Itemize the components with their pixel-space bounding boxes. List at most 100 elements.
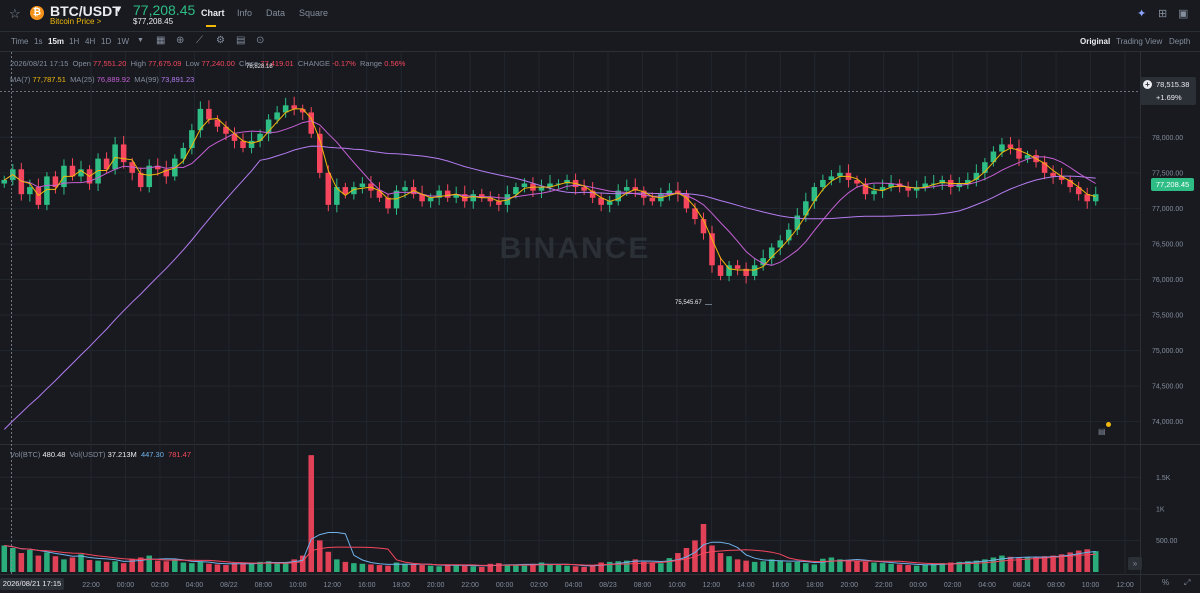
interval-15m[interactable]: 15m xyxy=(48,37,65,46)
time-axis-tick: 10:00 xyxy=(1082,582,1100,589)
legend-vol-usdt: 37.213M xyxy=(107,450,137,459)
grid-icon[interactable]: ⊞ xyxy=(1158,8,1168,20)
last-price: 77,208.45 xyxy=(133,2,196,18)
price-axis-tick: 74,500.00 xyxy=(1152,384,1183,391)
pair-name[interactable]: BTC/USDT xyxy=(50,3,121,19)
layout-icon[interactable]: ▣ xyxy=(1178,8,1189,20)
interval-1s[interactable]: 1s xyxy=(34,37,43,46)
volume-axis-tick: 500.00 xyxy=(1156,538,1178,545)
volume-legend: Vol(BTC) 480.48 Vol(USDT) 37.213M 447.30… xyxy=(10,450,192,459)
volume-bar xyxy=(649,562,656,572)
volume-bar xyxy=(248,563,255,572)
interval-1d[interactable]: 1D xyxy=(101,37,112,46)
add-icon[interactable]: ⊕ xyxy=(176,35,185,46)
template-icon[interactable]: ▤ xyxy=(236,35,246,46)
low-price-marker: 75,545.67 xyxy=(675,300,702,306)
volume-bar xyxy=(982,559,988,572)
candle-body xyxy=(965,179,971,184)
sparkle-icon[interactable]: ✦ xyxy=(1137,8,1147,20)
candle-body xyxy=(120,144,127,163)
time-axis-tick: 04:00 xyxy=(186,582,204,589)
time-axis-tick: 02:00 xyxy=(944,582,962,589)
pair-subtitle-link[interactable]: Bitcoin Price > xyxy=(50,17,102,26)
bitcoin-icon: ₿ xyxy=(30,6,44,20)
tab-data[interactable]: Data xyxy=(266,8,286,18)
volume-bar xyxy=(1016,558,1022,572)
interval-4h[interactable]: 4H xyxy=(85,37,96,46)
candle-body xyxy=(27,187,33,195)
star-icon[interactable]: ☆ xyxy=(9,6,21,21)
volume-bar xyxy=(436,566,442,572)
caret-down-icon[interactable]: ▼ xyxy=(114,4,123,14)
volume-bar xyxy=(334,559,340,572)
percent-toggle[interactable]: % xyxy=(1162,578,1170,587)
interval-1h[interactable]: 1H xyxy=(69,37,80,46)
candle-body xyxy=(982,162,988,173)
volume-bar xyxy=(862,561,869,572)
time-axis-tick: 00:00 xyxy=(117,582,135,589)
view-original[interactable]: Original xyxy=(1080,37,1111,46)
candle-body xyxy=(1007,144,1014,148)
volume-bar xyxy=(530,563,536,572)
candle-body xyxy=(274,112,280,120)
view-depth[interactable]: Depth xyxy=(1169,37,1191,46)
volume-bar xyxy=(103,561,110,572)
calendar-icon[interactable]: ▦ xyxy=(156,35,166,46)
candle-body xyxy=(632,187,639,191)
interval-1w[interactable]: 1W xyxy=(117,37,129,46)
volume-bar xyxy=(794,561,801,572)
legend-date: 2026/08/21 17:15 xyxy=(10,59,69,68)
volume-bar xyxy=(146,555,152,572)
candle-body xyxy=(146,165,152,188)
volume-bar xyxy=(803,563,809,572)
candle-body xyxy=(785,229,792,241)
watermark: BINANCE xyxy=(500,232,651,265)
volume-bar xyxy=(18,553,25,572)
settings-icon[interactable]: ⚙ xyxy=(216,35,225,46)
candle-body xyxy=(78,169,84,177)
candle-body xyxy=(359,183,366,188)
chevron-down-icon[interactable]: ▼ xyxy=(137,37,144,44)
time-axis-tick: 08/23 xyxy=(599,582,617,589)
top-bar: ☆ ₿ BTC/USDT ▼ Bitcoin Price > 77,208.45… xyxy=(0,0,1200,30)
candle-body xyxy=(973,172,980,180)
interval-time[interactable]: Time xyxy=(11,37,29,46)
view-trading-view[interactable]: Trading View xyxy=(1116,37,1163,46)
add-order-icon[interactable]: + xyxy=(1143,80,1152,89)
legend-ma7: 77,787.51 xyxy=(32,75,66,84)
candle-body xyxy=(69,165,76,177)
volume-bar xyxy=(112,561,118,572)
candle-body xyxy=(52,176,59,188)
tab-chart[interactable]: Chart xyxy=(201,8,225,18)
volume-bar xyxy=(231,563,238,572)
time-axis-tick: 08:00 xyxy=(634,582,652,589)
time-axis-tick: 00:00 xyxy=(909,582,927,589)
indicator-icon[interactable]: ⟋ xyxy=(196,35,203,46)
last-price-usd: $77,208.45 xyxy=(133,17,174,26)
tab-info[interactable]: Info xyxy=(237,8,253,18)
volume-bar xyxy=(1084,549,1090,572)
volume-bar xyxy=(35,555,42,572)
time-axis-tick: 10:00 xyxy=(668,582,686,589)
volume-bar xyxy=(214,564,221,572)
tab-square[interactable]: Square xyxy=(299,8,329,18)
price-axis-tick: 76,500.00 xyxy=(1152,241,1183,248)
legend-open: 77,551.20 xyxy=(93,59,127,68)
volume-bar xyxy=(410,564,417,572)
legend-vol-ma2: 781.47 xyxy=(168,450,192,459)
candle-body xyxy=(726,265,732,276)
candle-body xyxy=(1058,176,1065,180)
candle-body xyxy=(751,265,758,276)
candle-body xyxy=(1050,172,1056,177)
candle-body xyxy=(470,194,477,202)
volume-bar xyxy=(1024,557,1031,572)
more-icon[interactable]: ⊙ xyxy=(256,35,265,46)
fullscreen-icon[interactable]: ⤢ xyxy=(1184,578,1191,587)
ma-legend: MA(7) 77,787.51 MA(25) 76,889.92 MA(99) … xyxy=(10,75,195,84)
note-icon[interactable]: ▤ xyxy=(1098,427,1106,436)
volume-bar xyxy=(325,551,332,572)
scroll-right-icon[interactable]: » xyxy=(1128,557,1142,570)
time-axis-tick: 18:00 xyxy=(806,582,824,589)
ma99-line xyxy=(3,145,1096,430)
